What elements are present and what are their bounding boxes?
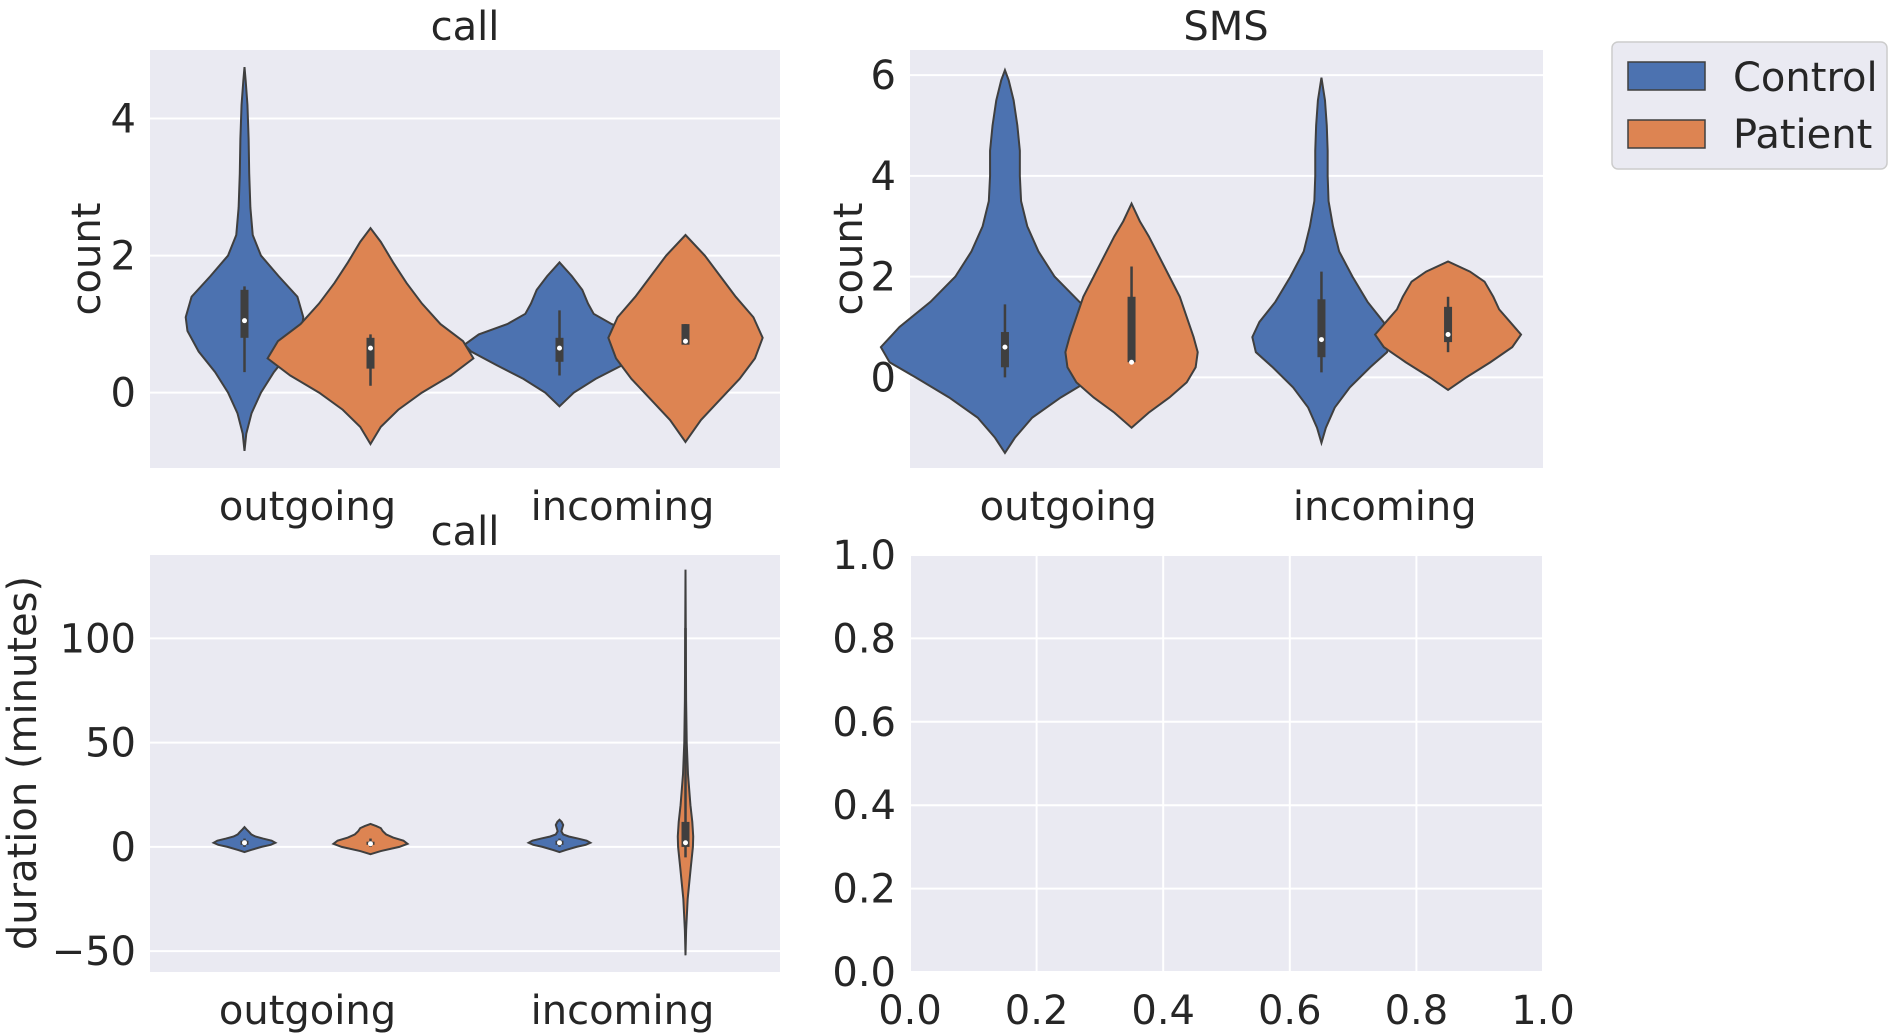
x-tick-label: outgoing (980, 484, 1157, 530)
y-axis-label: duration (minutes) (0, 576, 46, 950)
median-control-incoming (557, 840, 562, 846)
box-patient-incoming (1444, 306, 1453, 343)
chart-title: SMS (1183, 4, 1268, 50)
y-axis-label: count (826, 203, 872, 316)
y-axis-label: count (64, 203, 110, 316)
panel-call-duration: −50 0 50 100 outgoing incoming call duration … (0, 509, 780, 1034)
x-tick-label: 0.4 (1131, 988, 1195, 1034)
x-tick-label: incoming (531, 484, 715, 530)
median-control-incoming (1318, 337, 1324, 343)
box-control-outgoing (1000, 332, 1009, 368)
box-control-incoming (1317, 299, 1326, 358)
box-patient-outgoing (1127, 296, 1136, 363)
y-tick-label: 1.0 (832, 533, 896, 579)
y-tick-label: 0.2 (832, 867, 896, 913)
median-control-outgoing (242, 318, 247, 324)
box-patient-outgoing (366, 337, 375, 369)
y-tick-label: −50 (52, 929, 136, 975)
y-tick-label: 0.6 (832, 700, 896, 746)
y-tick-label: 2 (111, 234, 136, 280)
x-tick-label: 0.8 (1385, 988, 1449, 1034)
median-patient-incoming (1445, 332, 1451, 338)
panel-call-count: 0 2 4 outgoing incoming call count (64, 4, 780, 530)
legend-label-patient: Patient (1733, 112, 1872, 158)
x-tick-label: 0.0 (878, 988, 942, 1034)
x-tick-label: outgoing (219, 484, 396, 530)
legend-swatch-control (1627, 61, 1706, 91)
median-patient-outgoing (1129, 359, 1135, 365)
y-tick-label: 4 (111, 97, 136, 143)
y-tick-label: 2 (871, 255, 896, 301)
box-control-outgoing (240, 289, 249, 338)
y-tick-label: 0.8 (832, 616, 896, 662)
box-patient-incoming (681, 821, 690, 847)
violin-control-incoming (526, 818, 593, 854)
y-tick-label: 100 (60, 616, 136, 662)
plot-area (910, 555, 1543, 972)
median-control-outgoing (1002, 344, 1008, 350)
x-tick-label: incoming (531, 988, 715, 1034)
x-tick-label: 0.2 (1005, 988, 1069, 1034)
median-patient-outgoing (368, 841, 373, 847)
panel-empty: 0.0 0.2 0.4 0.6 0.8 1.0 0.0 0.2 0.4 0.6 0.8 1.0 (832, 533, 1574, 1034)
median-control-outgoing (242, 840, 247, 846)
median-patient-incoming (683, 338, 688, 344)
x-tick-label: 0.6 (1258, 988, 1322, 1034)
y-tick-label: 4 (871, 154, 896, 200)
x-tick-label: outgoing (219, 988, 396, 1034)
legend-swatch-patient (1627, 119, 1706, 149)
y-tick-label: 0 (111, 825, 136, 871)
y-tick-label: 6 (871, 53, 896, 99)
y-tick-label: 0.4 (832, 783, 896, 829)
median-patient-outgoing (368, 345, 373, 351)
median-patient-incoming (683, 840, 688, 846)
panel-sms-count: 0 2 4 6 outgoing incoming SMS count (826, 4, 1543, 530)
x-tick-label: incoming (1293, 484, 1477, 530)
box-patient-incoming (681, 324, 690, 345)
chart-title: call (431, 4, 500, 50)
legend: Control Patient (1611, 41, 1888, 170)
legend-label-control: Control (1733, 55, 1878, 101)
y-tick-label: 0.0 (832, 950, 896, 996)
y-tick-label: 0 (871, 355, 896, 401)
median-control-incoming (557, 345, 562, 351)
plot-area (150, 555, 780, 972)
x-tick-label: 1.0 (1511, 988, 1575, 1034)
chart-title: call (431, 509, 500, 555)
y-tick-label: 0 (111, 371, 136, 417)
y-tick-label: 50 (85, 721, 136, 767)
